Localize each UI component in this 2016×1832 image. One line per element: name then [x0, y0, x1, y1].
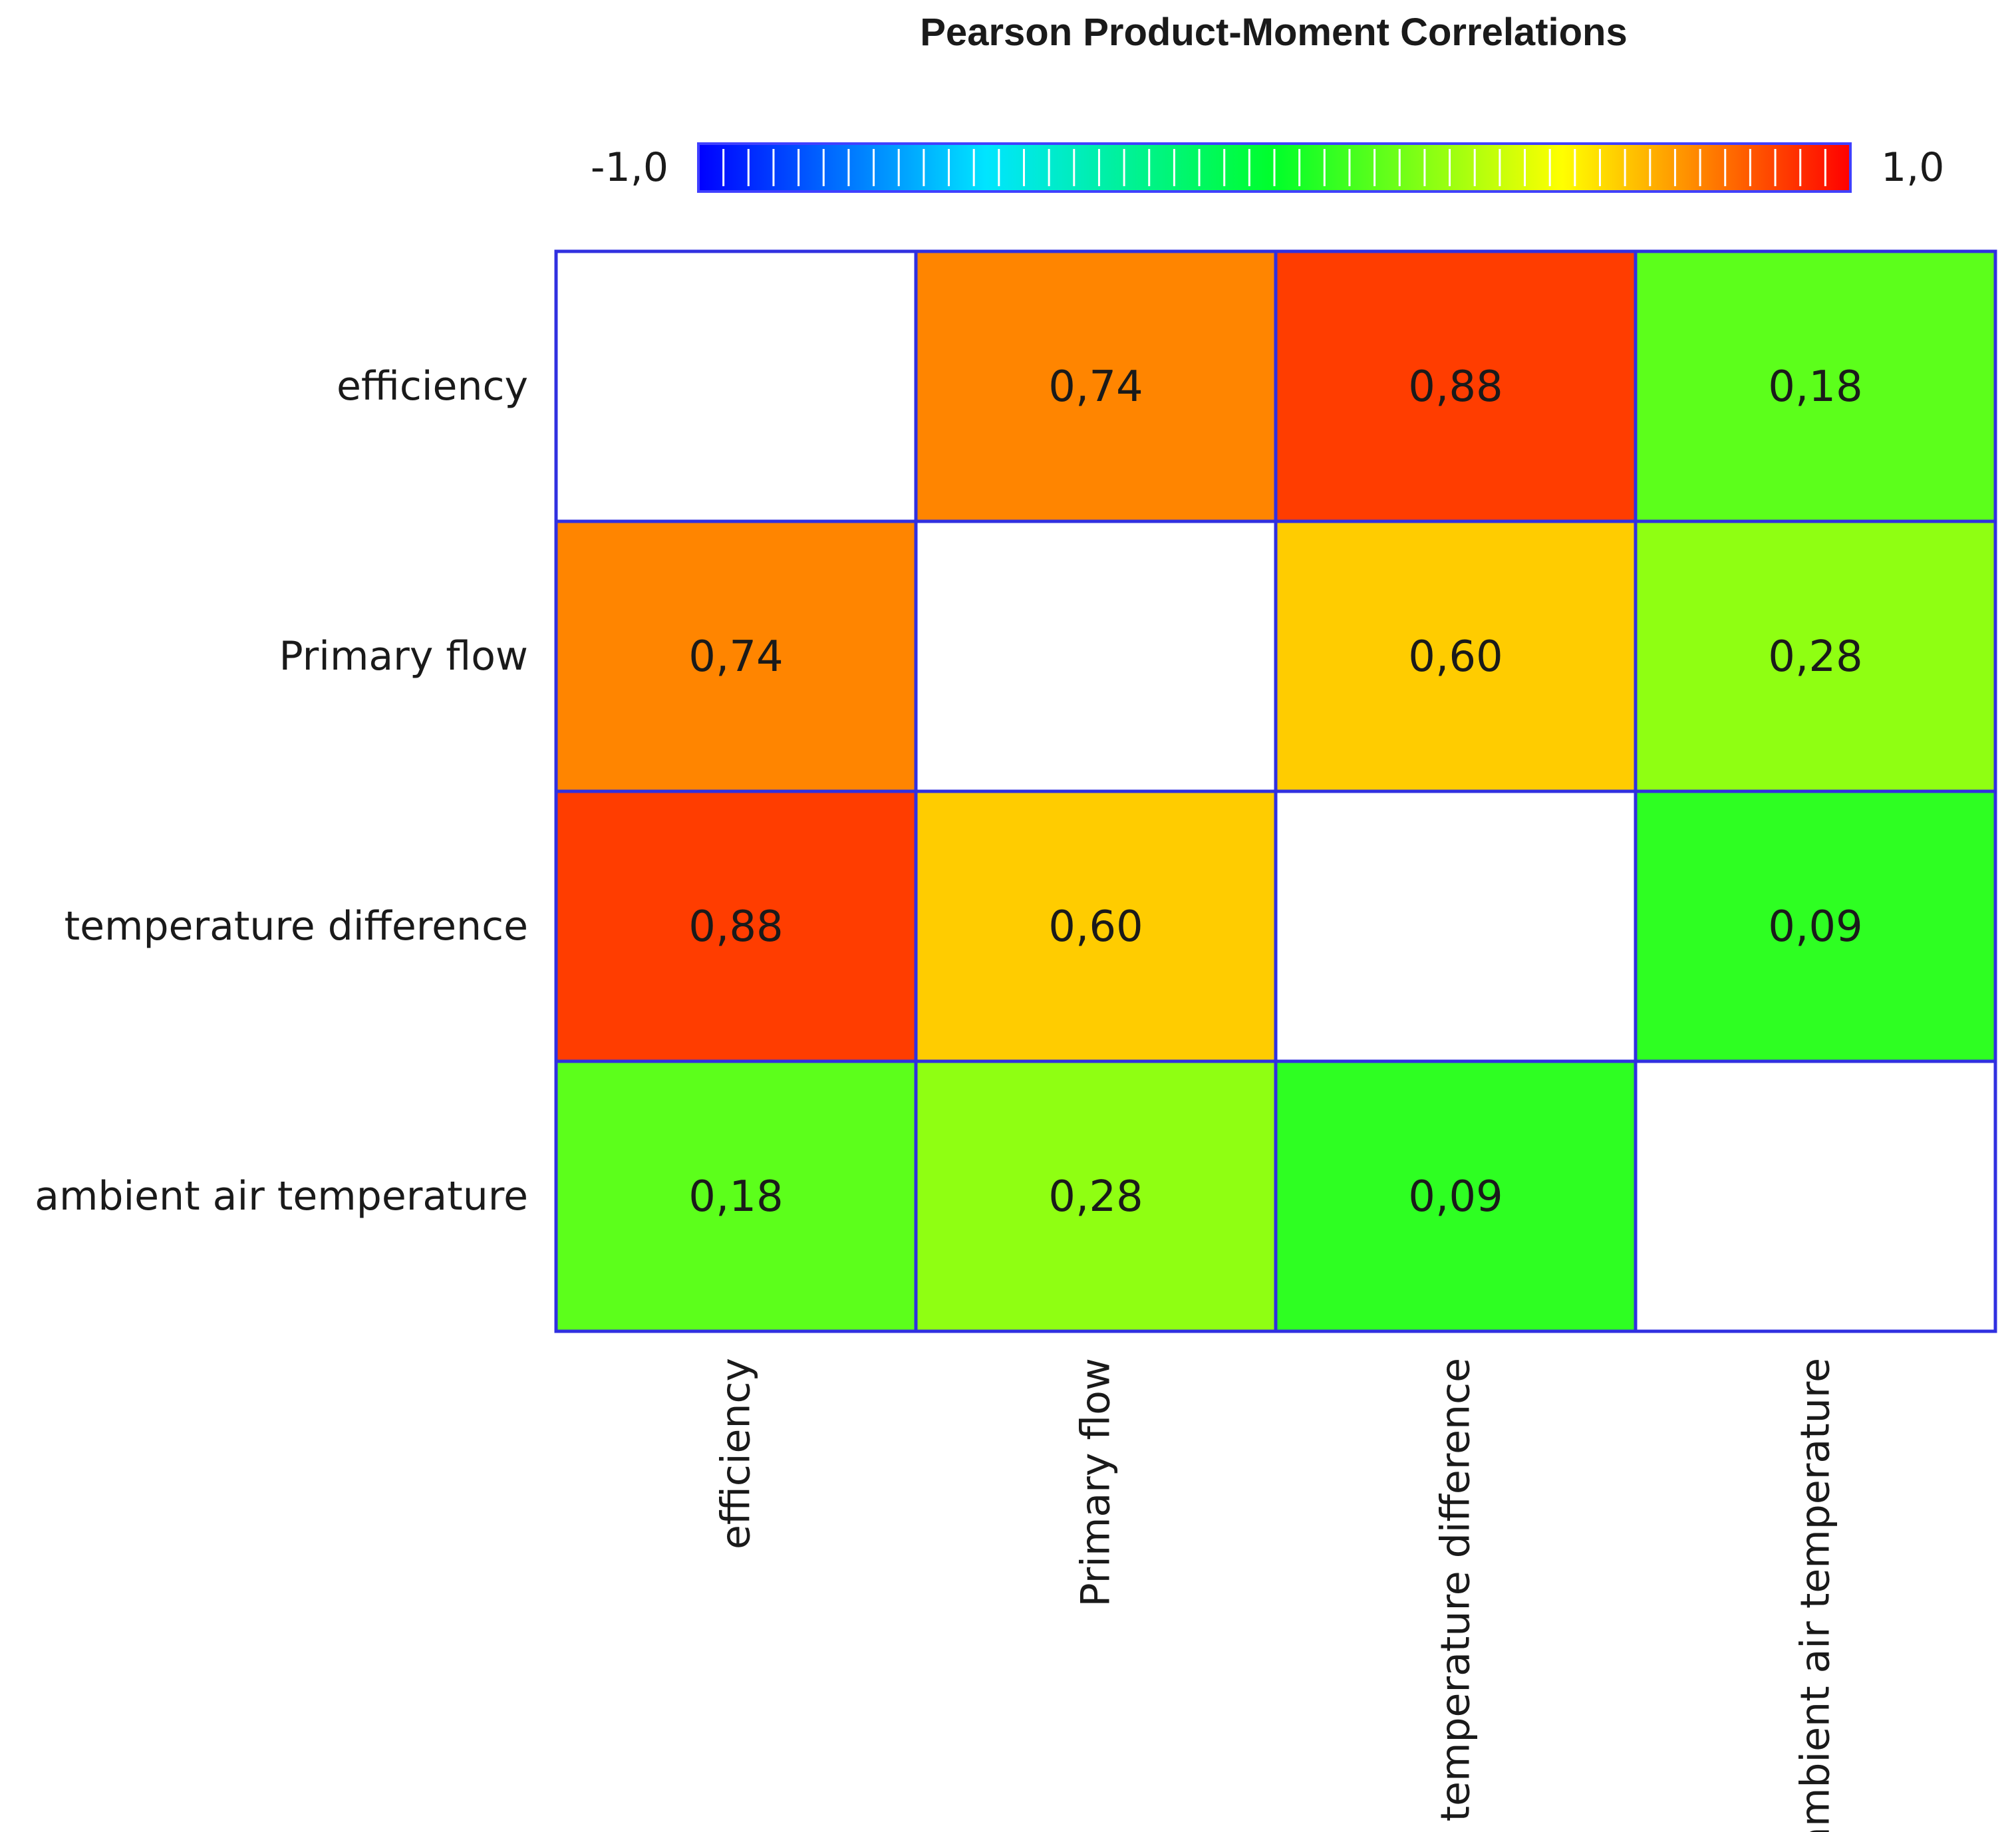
row-label: efficiency	[337, 363, 528, 410]
heatmap-cells: 0,74 0,88 0,18 0,74 0,60 0,28 0,88 0,60 0,09 0,18…	[554, 249, 1997, 1333]
heatmap-cell	[554, 789, 918, 1063]
heatmap-cell	[1634, 519, 1997, 793]
heatmap-cell	[1274, 249, 1638, 523]
column-label: ambient air temperature	[1793, 1358, 1839, 1832]
row-label: temperature difference	[65, 903, 528, 950]
color-scale-ticks	[722, 149, 1826, 186]
heatmap-cell-value: 0,60	[1048, 902, 1143, 952]
heatmap-cell	[914, 249, 1278, 523]
heatmap-cell-value: 0,60	[1408, 632, 1503, 682]
heatmap-cell-value: 0,09	[1408, 1172, 1503, 1222]
row-labels: efficiency Primary flow temperature differ…	[35, 363, 528, 1220]
color-scale-min-label: -1,0	[591, 144, 668, 191]
heatmap-cell-empty	[914, 519, 1278, 793]
column-label: efficiency	[713, 1358, 760, 1549]
heatmap-cell-empty	[554, 249, 918, 523]
row-label: Primary flow	[279, 633, 528, 680]
column-label: Primary flow	[1073, 1358, 1119, 1607]
heatmap-cell-value: 0,28	[1048, 1172, 1143, 1222]
heatmap-cell-value: 0,74	[688, 632, 784, 682]
row-label: ambient air temperature	[35, 1173, 528, 1220]
heatmap-cell	[554, 519, 918, 793]
heatmap-cell-value: 0,74	[1048, 362, 1143, 412]
chart-title: Pearson Product-Moment Correlations	[920, 11, 1627, 54]
heatmap-cell-value: 0,18	[1768, 362, 1863, 412]
heatmap-cell-value: 0,88	[688, 902, 784, 952]
column-label: temperature difference	[1433, 1358, 1479, 1821]
column-labels: efficiency Primary flow temperature differ…	[713, 1358, 1839, 1832]
heatmap-cell-value: 0,18	[688, 1172, 784, 1222]
heatmap-cell	[1634, 789, 1997, 1063]
heatmap-cell	[914, 1059, 1278, 1333]
color-scale-max-label: 1,0	[1881, 144, 1944, 191]
heatmap-cell	[914, 789, 1278, 1063]
heatmap-cell-empty	[1634, 1059, 1997, 1333]
heatmap-cell-value: 0,09	[1768, 902, 1863, 952]
heatmap-cell-value: 0,28	[1768, 632, 1863, 682]
heatmap-cell-empty	[1274, 789, 1638, 1063]
color-scale-legend: -1,0 1,0	[591, 142, 1944, 193]
heatmap-cell	[1634, 249, 1997, 523]
heatmap-cell-value: 0,88	[1408, 362, 1503, 412]
